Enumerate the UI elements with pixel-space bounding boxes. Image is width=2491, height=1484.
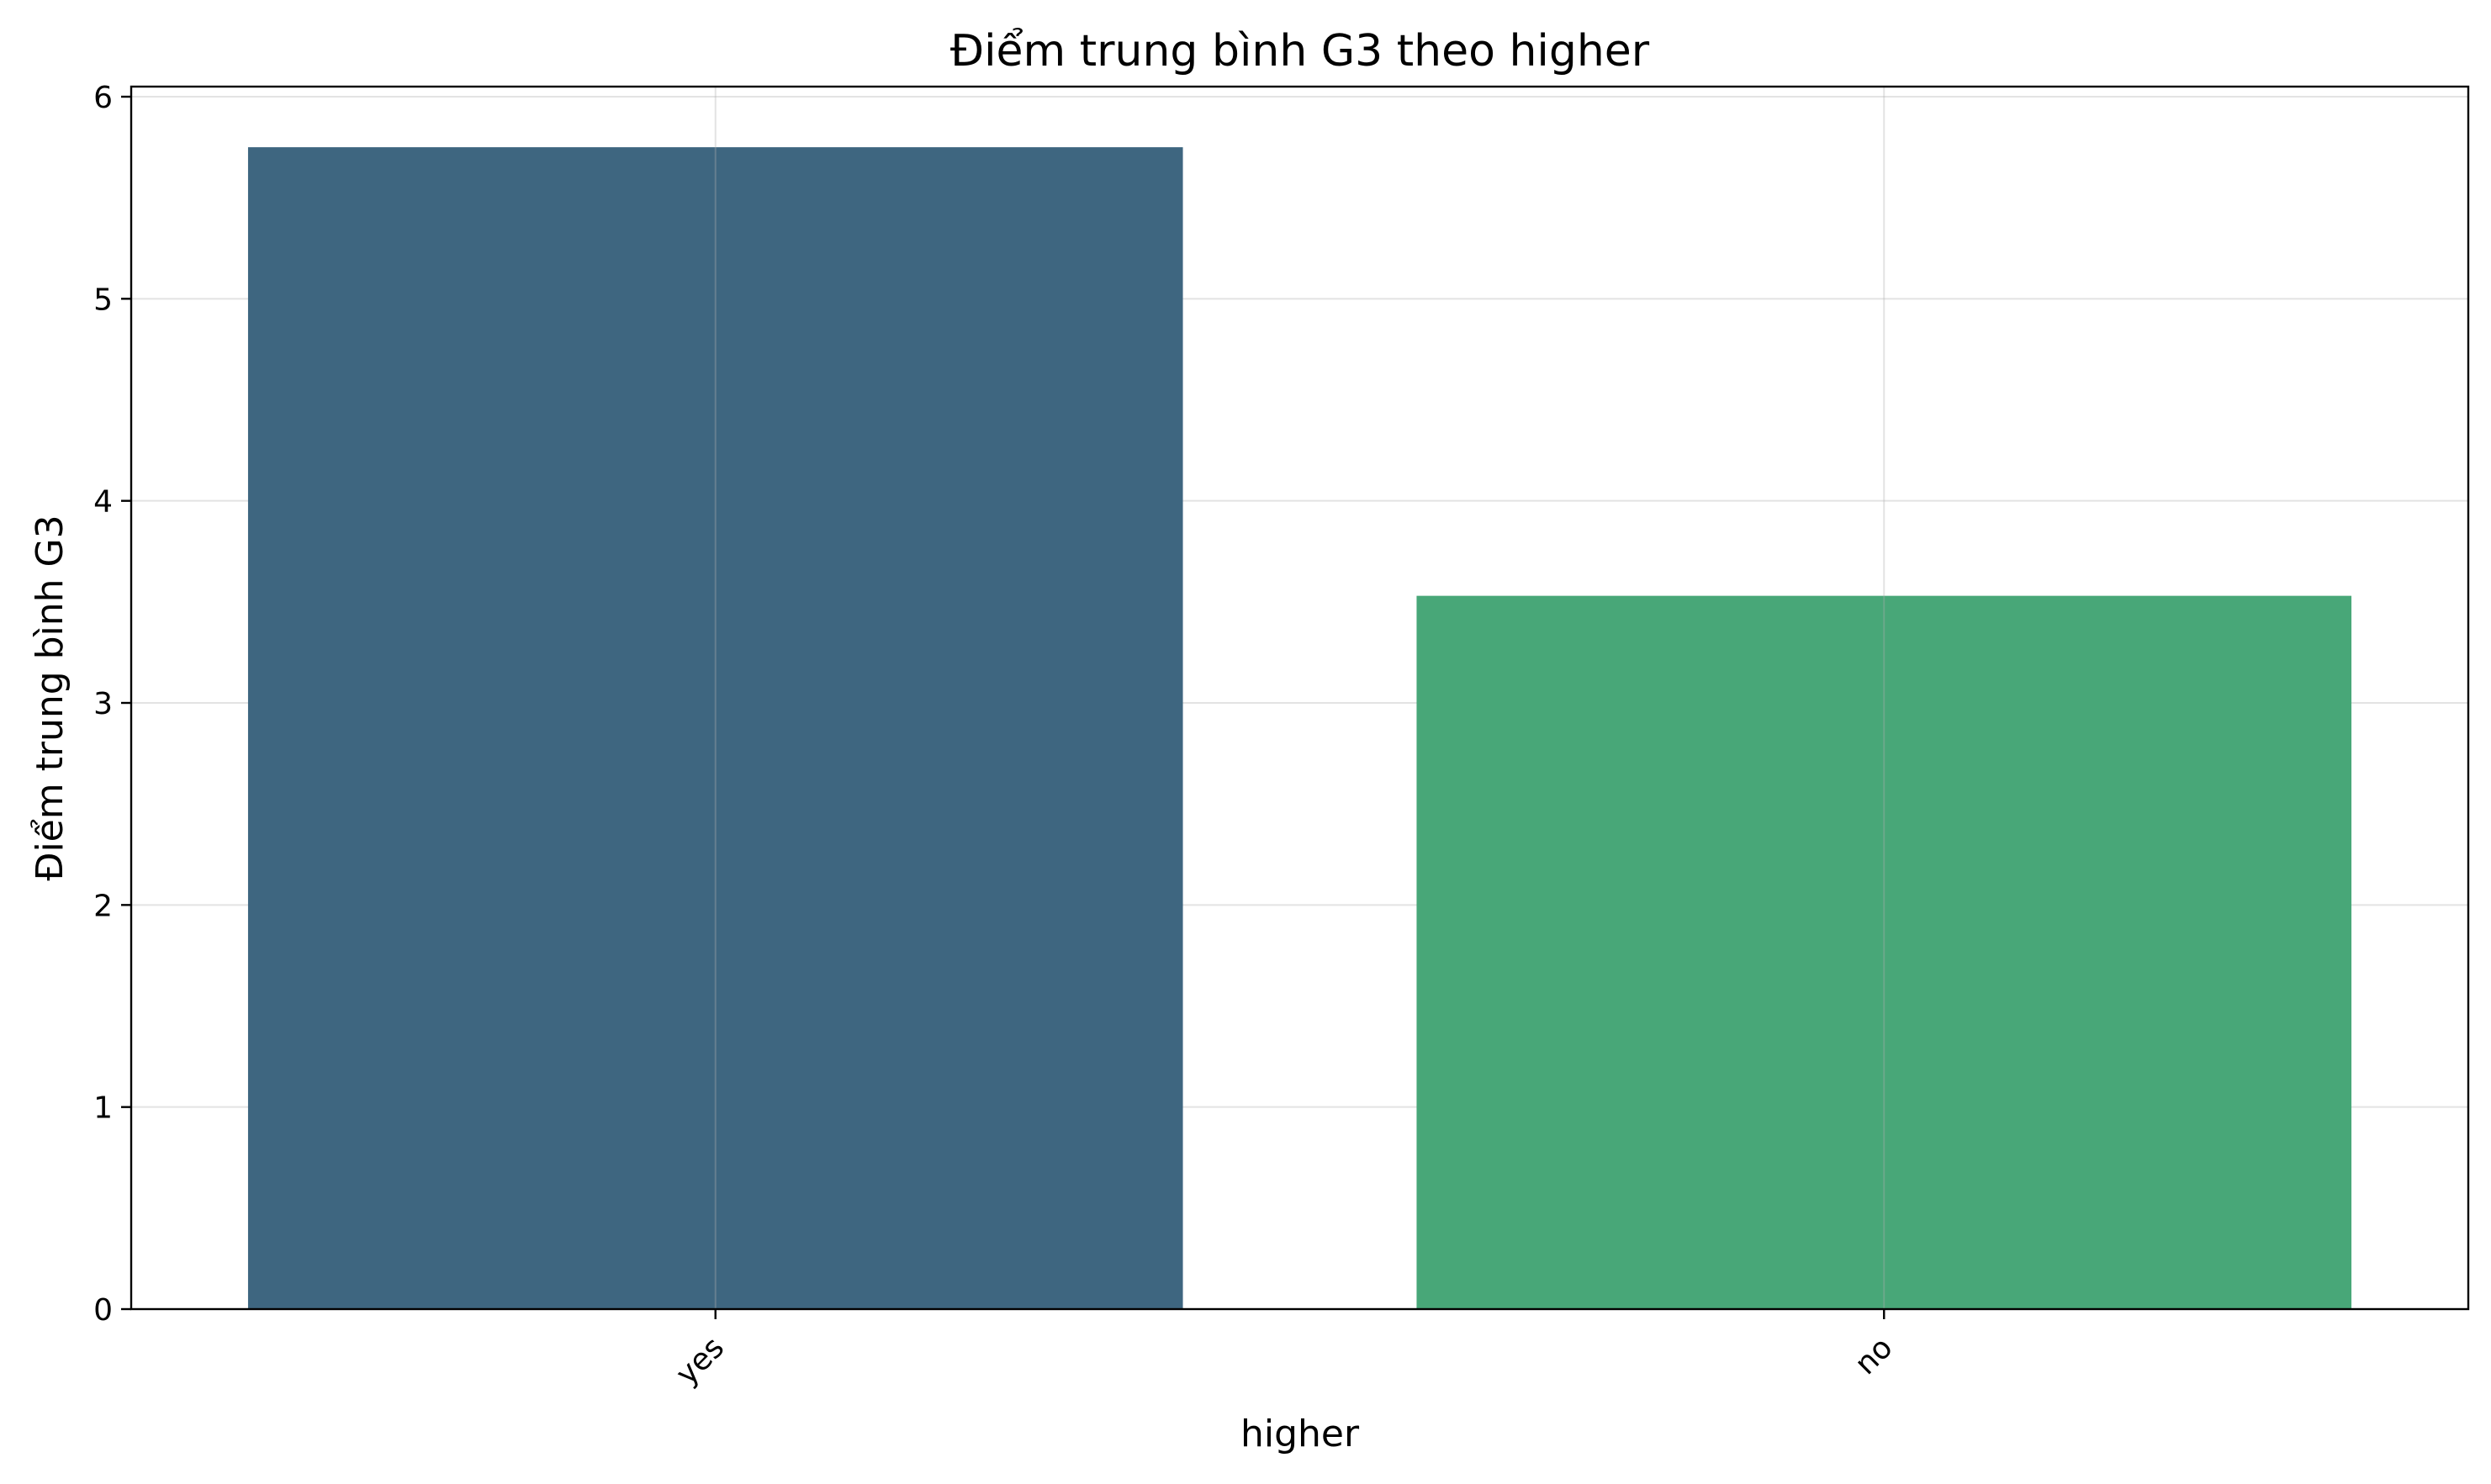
y-tick-label: 1 [93, 1091, 113, 1126]
bar-no [1416, 595, 2352, 1309]
chart-title: Điểm trung bình G3 theo higher [950, 26, 1650, 77]
y-tick-label: 0 [93, 1293, 113, 1328]
y-axis-label: Điểm trung bình G3 [29, 515, 71, 880]
y-tick-label: 6 [93, 81, 113, 115]
plot-frame [130, 85, 2470, 1311]
bar-yes [247, 147, 1183, 1310]
y-tick-label: 5 [93, 283, 113, 317]
vertical-grid-layer [714, 87, 1885, 1309]
y-tick-label: 2 [93, 889, 113, 923]
x-axis-label: higher [1240, 1413, 1360, 1455]
y-tick-label: 4 [93, 485, 113, 520]
bar-layer [247, 147, 2352, 1310]
y-tick-label: 3 [93, 687, 113, 721]
